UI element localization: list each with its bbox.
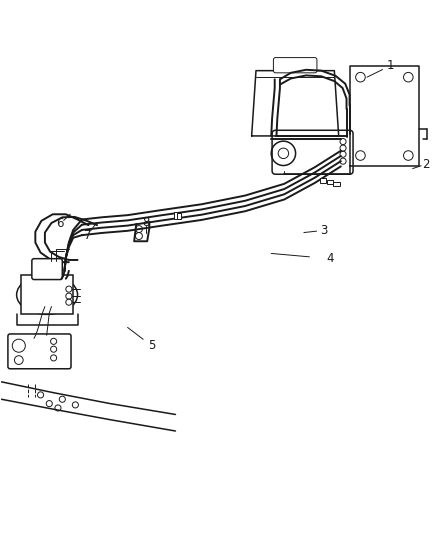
- Text: 1: 1: [387, 59, 395, 72]
- FancyBboxPatch shape: [32, 259, 62, 279]
- Bar: [327, 180, 333, 184]
- Text: 2: 2: [422, 158, 430, 171]
- Circle shape: [403, 151, 413, 160]
- Text: 3: 3: [320, 224, 327, 237]
- Bar: [174, 212, 177, 219]
- Bar: [333, 182, 339, 186]
- FancyBboxPatch shape: [21, 275, 73, 314]
- Text: 4: 4: [326, 252, 334, 265]
- Text: 6: 6: [57, 217, 64, 230]
- Text: 7: 7: [84, 229, 91, 241]
- Circle shape: [356, 72, 365, 82]
- Text: 8: 8: [143, 216, 150, 230]
- Bar: [177, 213, 181, 220]
- Circle shape: [356, 151, 365, 160]
- FancyBboxPatch shape: [272, 130, 353, 174]
- FancyBboxPatch shape: [8, 334, 71, 369]
- Ellipse shape: [17, 275, 78, 314]
- Circle shape: [12, 339, 25, 352]
- Circle shape: [403, 72, 413, 82]
- Bar: [321, 178, 326, 182]
- Circle shape: [14, 356, 23, 365]
- FancyBboxPatch shape: [273, 58, 317, 73]
- Text: 5: 5: [148, 339, 155, 352]
